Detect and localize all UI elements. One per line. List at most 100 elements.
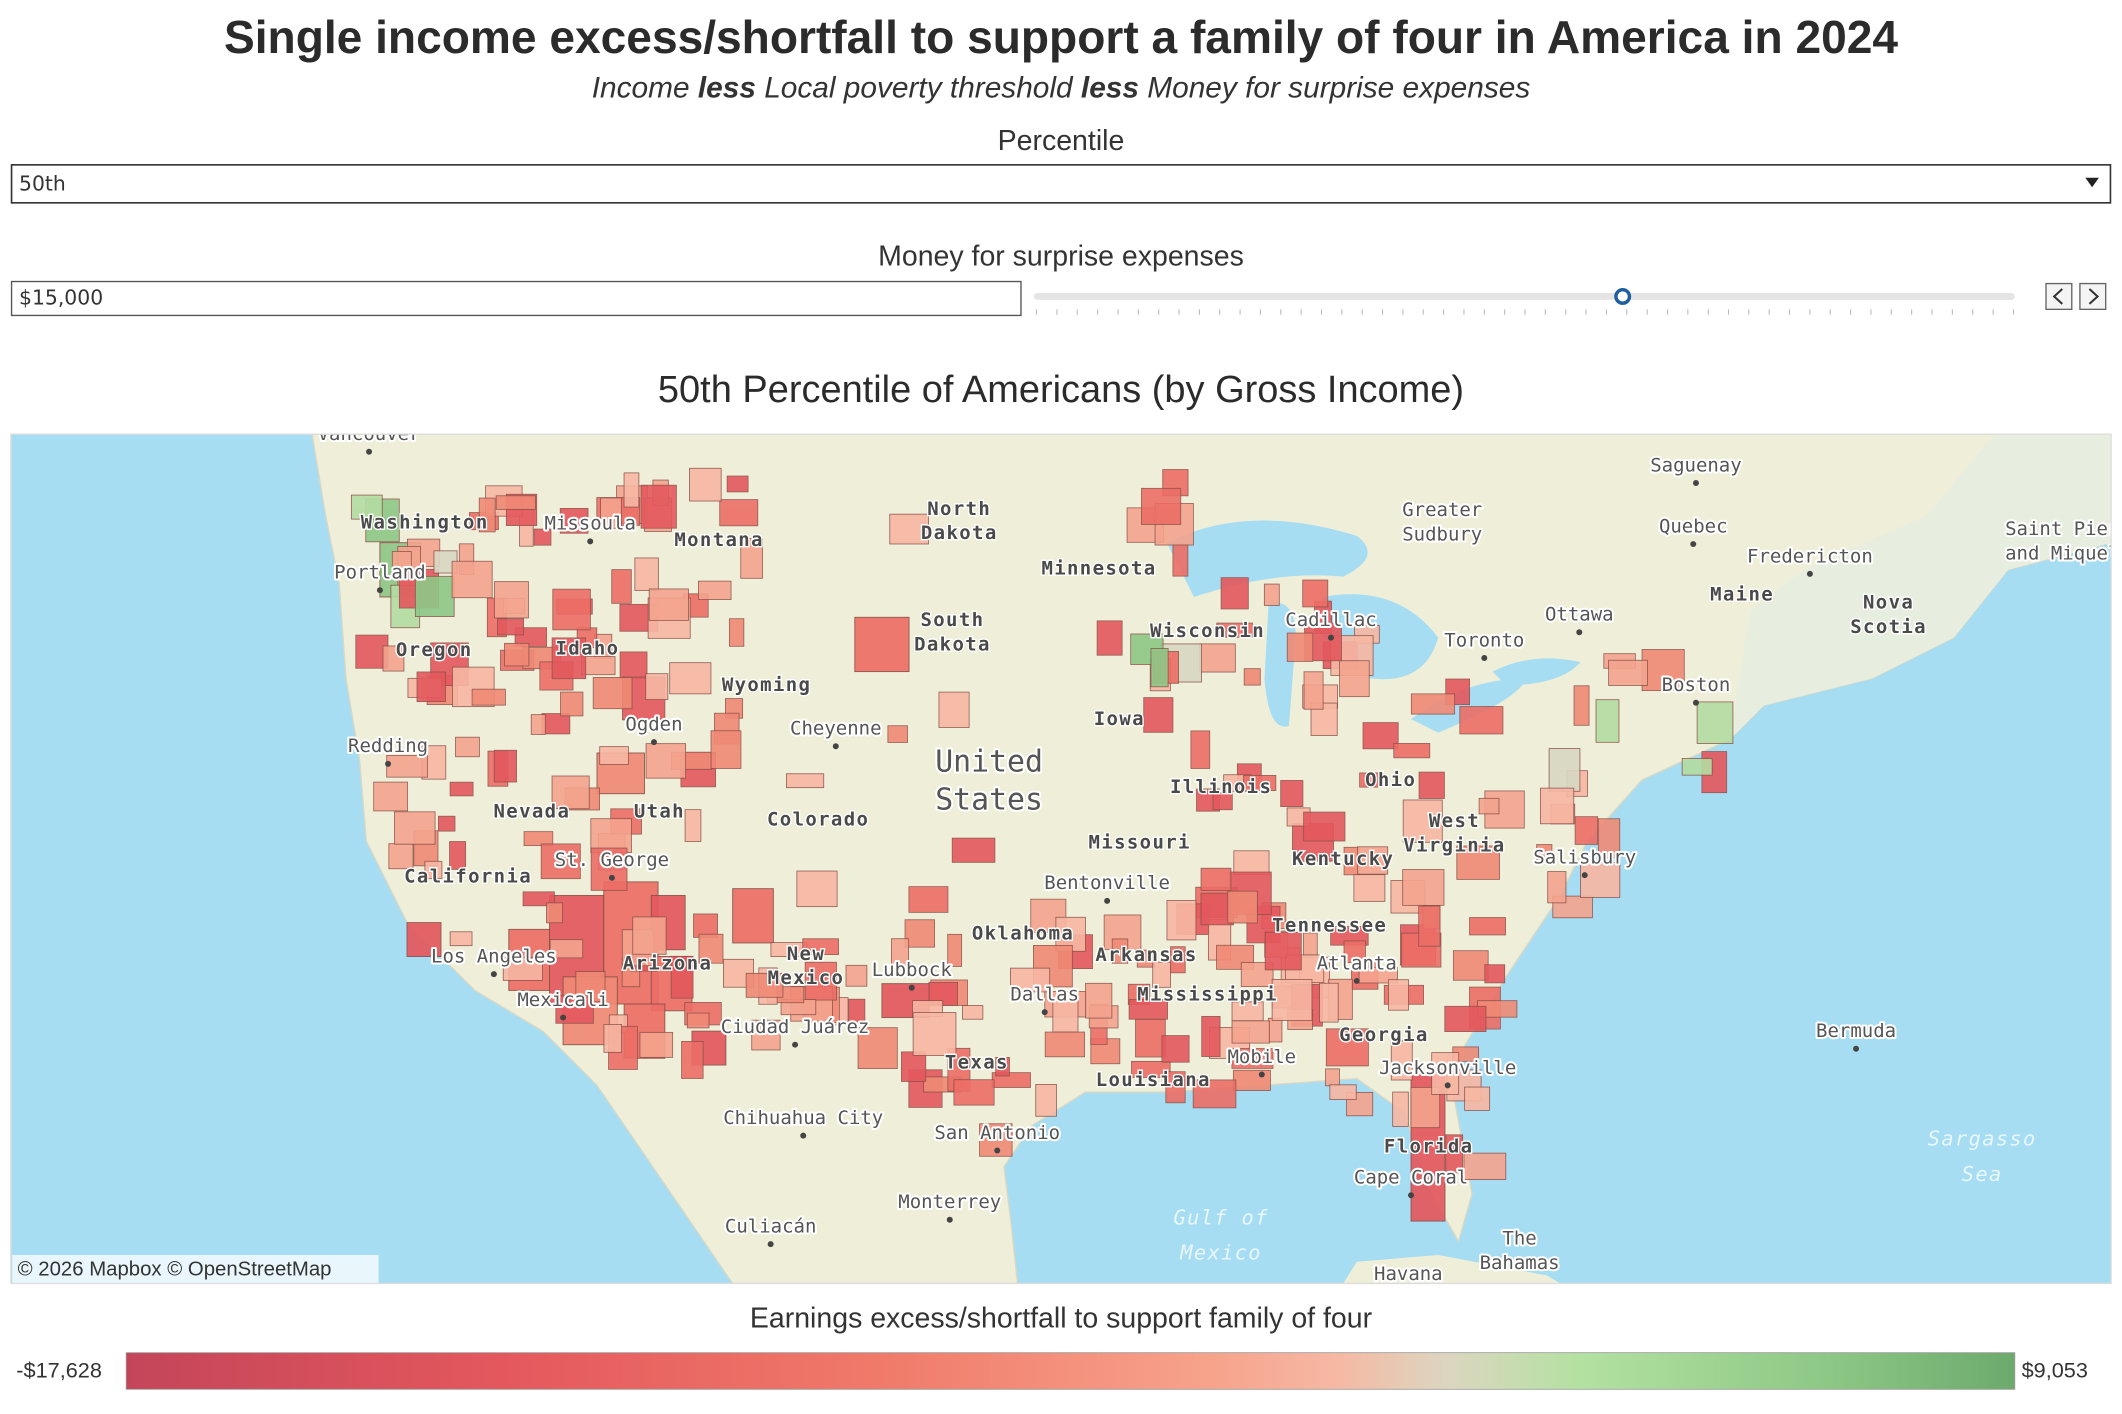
label-line: Monterrey: [898, 1191, 1001, 1213]
label-line: North: [927, 497, 991, 519]
city-dot: [1104, 897, 1111, 904]
place-label: Oregon: [396, 638, 473, 660]
place-label: Dallas: [1010, 983, 1079, 1005]
region: [962, 1005, 984, 1020]
region: [1271, 979, 1313, 1021]
place-label: Atlanta: [1317, 952, 1397, 974]
label-line: Maine: [1710, 583, 1774, 605]
label-line: Georgia: [1339, 1024, 1429, 1046]
place-label: Utah: [634, 800, 685, 822]
city-dot: [1353, 977, 1360, 984]
region: [449, 781, 474, 797]
region: [1111, 938, 1129, 964]
label-line: Sargasso: [1928, 1127, 2037, 1151]
city-dot: [560, 1014, 567, 1021]
label-line: Utah: [634, 800, 685, 822]
region: [1010, 967, 1051, 993]
place-label: Mexicali: [517, 988, 608, 1010]
region: [382, 645, 405, 672]
region: [603, 1024, 623, 1053]
place-label: Monterrey: [898, 1191, 1001, 1213]
label-line: Saguenay: [1650, 454, 1741, 476]
region: [1390, 1040, 1413, 1081]
city-dot: [1581, 872, 1588, 879]
place-label: Chihuahua City: [723, 1106, 883, 1128]
city-dot: [490, 971, 497, 978]
label-line: Jacksonville: [1379, 1056, 1516, 1078]
region: [751, 1019, 781, 1051]
place-label: California: [404, 865, 532, 887]
region: [1143, 697, 1174, 733]
percentile-dropdown[interactable]: 50th: [10, 164, 2112, 204]
city-dot: [1853, 1045, 1860, 1052]
place-label: Gulf of Mexico: [1173, 1205, 1268, 1264]
region: [719, 499, 759, 527]
place-label: Nevada: [494, 800, 571, 822]
label-line: Arkansas: [1095, 944, 1197, 966]
region: [494, 581, 529, 619]
label-line: Chihuahua City: [723, 1106, 883, 1128]
region: [1085, 982, 1113, 1019]
place-label: Mississippi: [1137, 983, 1278, 1005]
step-buttons: [2045, 282, 2107, 311]
label-line: Louisiana: [1096, 1068, 1211, 1090]
region: [590, 818, 632, 853]
region: [1096, 620, 1123, 656]
city-dot: [1806, 570, 1813, 577]
value-input[interactable]: [10, 280, 1022, 317]
region: [634, 557, 659, 591]
dropdown-box[interactable]: [10, 164, 2112, 204]
region: [1170, 946, 1186, 974]
region: [1608, 659, 1648, 686]
subtitle-part: Money for surprise expenses: [1147, 71, 1530, 104]
place-label: Wisconsin: [1150, 619, 1265, 641]
city-dot: [767, 1241, 774, 1248]
place-label: Los Angeles: [431, 945, 557, 967]
prev-button[interactable]: [2045, 282, 2073, 311]
region: [1303, 932, 1318, 956]
city-dot: [908, 984, 915, 991]
region: [698, 933, 724, 964]
label-line: Idaho: [556, 637, 620, 659]
label-line: Saint Pier: [2005, 518, 2119, 540]
place-label: Georgia: [1339, 1024, 1429, 1046]
place-label: West Virginia: [1403, 809, 1505, 855]
region: [449, 931, 473, 947]
region: [1161, 1035, 1190, 1063]
region: [1267, 1017, 1283, 1043]
region: [504, 642, 530, 667]
city-dot: [1692, 699, 1699, 706]
place-label: Cheyenne: [790, 717, 881, 739]
region: [1243, 775, 1277, 791]
region: [745, 972, 784, 998]
region: [530, 714, 546, 735]
region: [449, 841, 467, 870]
region: [541, 713, 571, 735]
region: [1469, 917, 1506, 936]
region: [1536, 844, 1553, 860]
label-line: Atlanta: [1317, 952, 1397, 974]
city-dot: [1692, 480, 1699, 486]
label-line: Gulf of: [1173, 1205, 1268, 1229]
place-label: Boston: [1662, 674, 1731, 696]
place-label: San Antonio: [934, 1121, 1060, 1143]
label-line: Minnesota: [1041, 557, 1156, 579]
label-line: Ogden: [625, 713, 682, 735]
region: [889, 513, 929, 545]
region: [1166, 900, 1197, 941]
region: [1418, 905, 1441, 947]
region: [590, 847, 628, 891]
region: [645, 743, 687, 779]
slider-knob[interactable]: [1614, 287, 1632, 305]
next-button[interactable]: [2079, 282, 2107, 311]
region: [947, 933, 963, 967]
place-label: Toronto: [1444, 629, 1524, 651]
label-line: Mississippi: [1137, 983, 1278, 1005]
region: [373, 781, 409, 812]
label-line: San Antonio: [934, 1121, 1060, 1143]
region: [728, 618, 745, 647]
region: [1343, 940, 1366, 963]
label-line: Boston: [1662, 674, 1731, 696]
region: [845, 964, 868, 987]
region: [599, 746, 629, 765]
